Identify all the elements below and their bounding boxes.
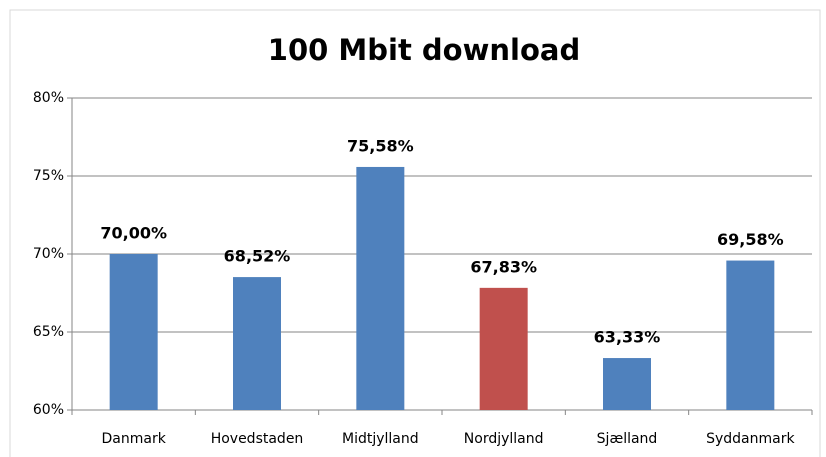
x-tick-label: Syddanmark	[706, 431, 795, 447]
x-tick-label: Hovedstaden	[211, 431, 304, 447]
bar	[233, 277, 281, 410]
x-tick-label: Nordjylland	[464, 431, 544, 447]
x-tick-label: Sjælland	[597, 431, 658, 447]
chart-title: 100 Mbit download	[268, 33, 580, 67]
data-label: 63,33%	[594, 328, 661, 347]
x-tick-label: Midtjylland	[342, 431, 419, 447]
data-label: 67,83%	[470, 257, 537, 276]
y-tick-label: 60%	[33, 402, 64, 418]
y-tick-label: 70%	[33, 246, 64, 262]
data-label: 75,58%	[347, 136, 414, 155]
bar	[479, 287, 528, 410]
y-tick-label: 65%	[33, 324, 64, 340]
x-tick-label: Danmark	[102, 431, 167, 447]
y-tick-label: 75%	[33, 168, 64, 184]
y-tick-label: 80%	[33, 90, 64, 106]
data-label: 69,58%	[717, 230, 784, 249]
bar	[726, 260, 775, 410]
data-label: 68,52%	[224, 247, 291, 266]
bar	[603, 358, 651, 410]
data-label: 70,00%	[100, 224, 167, 243]
bar	[356, 166, 405, 410]
bar	[109, 254, 158, 410]
